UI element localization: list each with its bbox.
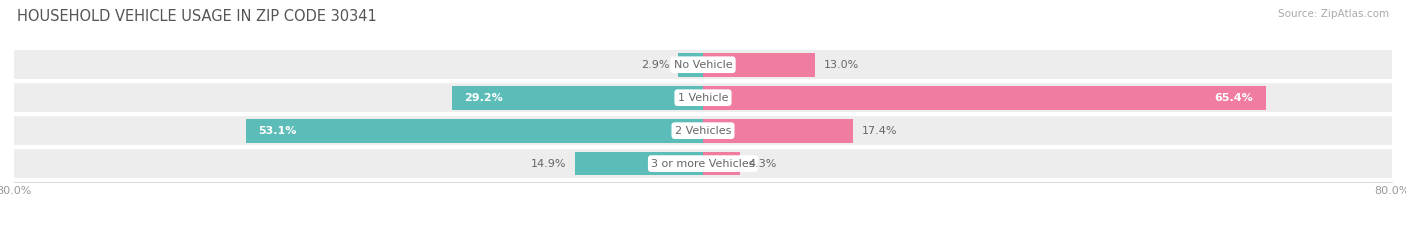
Text: 53.1%: 53.1%	[259, 126, 297, 136]
Bar	[703, 152, 740, 175]
Text: 29.2%: 29.2%	[464, 93, 503, 103]
Bar	[703, 119, 853, 143]
Text: 4.3%: 4.3%	[748, 159, 778, 169]
Text: 13.0%: 13.0%	[824, 60, 859, 70]
Text: Source: ZipAtlas.com: Source: ZipAtlas.com	[1278, 9, 1389, 19]
Bar	[14, 149, 1392, 178]
Bar	[678, 53, 703, 77]
Bar	[703, 53, 815, 77]
Text: No Vehicle: No Vehicle	[673, 60, 733, 70]
Bar	[246, 119, 703, 143]
Text: 2 Vehicles: 2 Vehicles	[675, 126, 731, 136]
Text: 3 or more Vehicles: 3 or more Vehicles	[651, 159, 755, 169]
Bar	[575, 152, 703, 175]
Text: 65.4%: 65.4%	[1215, 93, 1253, 103]
Text: 1 Vehicle: 1 Vehicle	[678, 93, 728, 103]
Bar	[703, 86, 1267, 110]
Bar	[451, 86, 703, 110]
Bar	[14, 83, 1392, 112]
Text: 17.4%: 17.4%	[862, 126, 897, 136]
Bar	[14, 116, 1392, 145]
Bar	[14, 50, 1392, 79]
Text: 14.9%: 14.9%	[530, 159, 567, 169]
Text: HOUSEHOLD VEHICLE USAGE IN ZIP CODE 30341: HOUSEHOLD VEHICLE USAGE IN ZIP CODE 3034…	[17, 9, 377, 24]
Text: 2.9%: 2.9%	[641, 60, 669, 70]
